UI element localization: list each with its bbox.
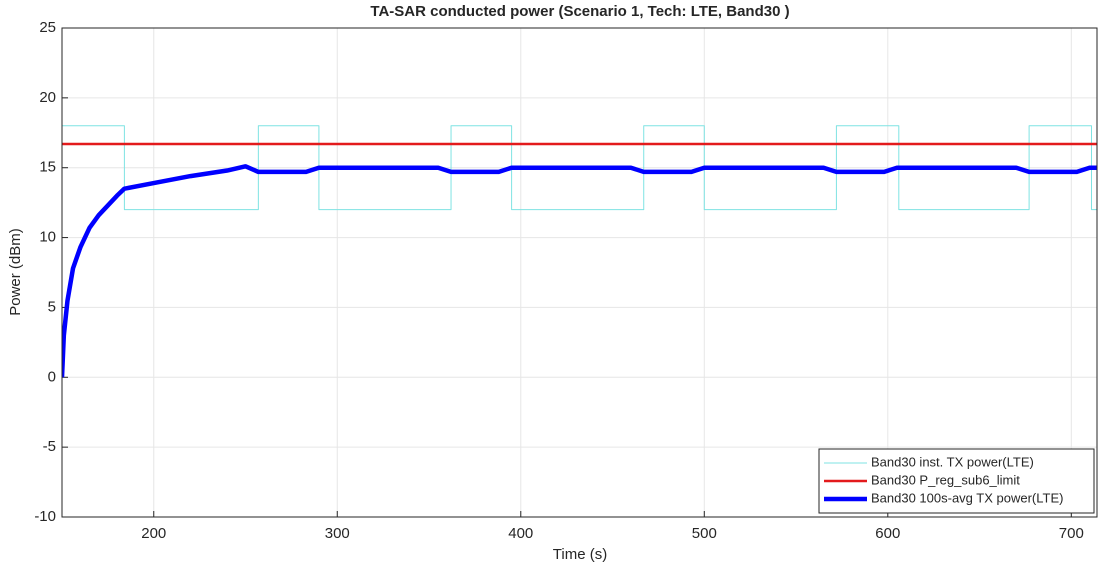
series-line — [62, 164, 1097, 378]
y-tick-label: 5 — [48, 298, 56, 315]
x-tick-label: 200 — [141, 525, 166, 542]
y-tick-label: -5 — [43, 438, 56, 455]
y-tick-label: -10 — [34, 508, 56, 525]
x-tick-label: 400 — [508, 525, 533, 542]
y-tick-label: 20 — [39, 89, 56, 106]
y-tick-label: 10 — [39, 229, 56, 246]
x-axis-label: Time (s) — [553, 546, 607, 563]
series-group — [62, 125, 1097, 378]
legend-label: Band30 inst. TX power(LTE) — [871, 454, 1034, 469]
y-tick-label: 0 — [48, 368, 56, 385]
y-tick-label: 15 — [39, 159, 56, 176]
x-tick-label: 600 — [875, 525, 900, 542]
x-tick-label: 500 — [692, 525, 717, 542]
legend-label: Band30 100s-avg TX power(LTE) — [871, 490, 1063, 505]
y-tick-label: 25 — [39, 19, 56, 36]
legend-label: Band30 P_reg_sub6_limit — [871, 472, 1020, 487]
x-tick-label: 300 — [325, 525, 350, 542]
axes-box — [61, 27, 1098, 518]
plot-area — [62, 28, 1097, 517]
chart-title: TA-SAR conducted power (Scenario 1, Tech… — [370, 3, 789, 20]
y-axis-label: Power (dBm) — [7, 228, 24, 316]
series-line — [62, 125, 1097, 211]
x-tick-label: 700 — [1059, 525, 1084, 542]
